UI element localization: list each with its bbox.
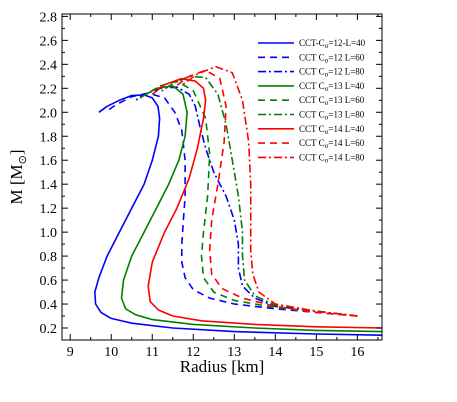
y-tick-label: 2.0 xyxy=(40,106,58,121)
y-tick-label: 0.2 xyxy=(40,322,58,337)
axis-ticks: 9 10 11 12 13 14 15 16 0.2 0.4 0.6 0.8 1.0 1.2 1.4 1.6 1… xyxy=(40,10,382,360)
plot-lines xyxy=(94,65,382,336)
y-axis-title-sub: ⊙ xyxy=(17,155,29,164)
x-tick-label: 10 xyxy=(104,345,118,360)
y-tick-label: 0.8 xyxy=(40,250,58,265)
x-tick-label: 13 xyxy=(227,345,241,360)
y-tick-label: 1.8 xyxy=(40,130,58,145)
y-axis-title: M [M⊙] xyxy=(7,149,29,204)
legend-label-6: CCT Cσ=13 L=80 xyxy=(299,110,365,122)
y-tick-label: 0.6 xyxy=(40,274,58,289)
y-tick-label: 0.4 xyxy=(40,298,58,313)
y-tick-label: 2.6 xyxy=(40,34,58,49)
plot-frame xyxy=(61,13,383,341)
series-line-5 xyxy=(147,80,358,317)
legend-label-3: CCT Cσ=12 L=80 xyxy=(299,67,365,79)
x-tick-label: 9 xyxy=(67,345,74,360)
legend-label-2: CCT Cσ=12 L=60 xyxy=(299,52,365,64)
legend-label-7: CCT Cσ=14 L=40 xyxy=(299,124,365,136)
x-tick-label: 12 xyxy=(186,345,200,360)
x-tick-label: 16 xyxy=(350,345,364,360)
y-tick-label: 2.8 xyxy=(40,10,58,25)
series-line-7 xyxy=(147,77,382,329)
y-tick-label: 1.0 xyxy=(40,226,58,241)
y-tick-label: 2.4 xyxy=(40,58,58,73)
y-axis-title-main: M [M xyxy=(7,164,26,204)
y-axis-title-close: ] xyxy=(7,149,26,155)
y-tick-label: 1.2 xyxy=(40,202,58,217)
x-tick-label: 14 xyxy=(268,345,282,360)
y-tick-label: 2.2 xyxy=(40,82,58,97)
legend-label-5: CCT Cσ=13 L=60 xyxy=(299,95,365,107)
x-tick-label: 11 xyxy=(146,345,159,360)
series-line-9 xyxy=(180,65,358,317)
x-tick-label: 15 xyxy=(309,345,323,360)
series-line-6 xyxy=(160,75,358,317)
legend: CCT-Cσ=12-L=40 CCT Cσ=12 L=60 CCT Cσ=12 L=… xyxy=(258,38,366,164)
legend-label-8: CCT Cσ=14 L=60 xyxy=(299,138,365,150)
legend-label-4: CCT Cσ=13 L=40 xyxy=(299,81,365,93)
legend-label-1: CCT-Cσ=12-L=40 xyxy=(299,38,366,50)
y-tick-label: 1.4 xyxy=(40,178,58,193)
series-line-4 xyxy=(120,85,382,333)
legend-label-9: CCT Cσ=14 L=80 xyxy=(299,152,365,164)
y-tick-label: 1.6 xyxy=(40,154,58,169)
x-axis-title: Radius [km] xyxy=(180,357,265,376)
series-line-8 xyxy=(172,69,358,317)
